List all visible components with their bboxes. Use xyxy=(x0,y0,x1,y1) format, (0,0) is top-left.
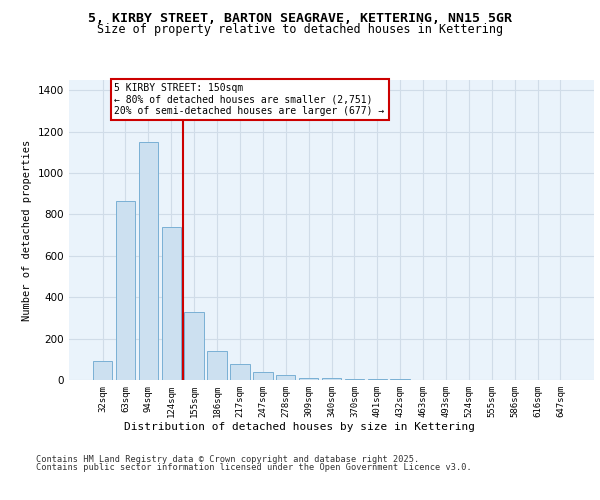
Bar xyxy=(208,351,227,380)
Bar xyxy=(322,378,341,380)
Bar xyxy=(253,372,272,380)
Bar xyxy=(299,378,319,380)
Bar xyxy=(230,364,250,380)
Text: Contains HM Land Registry data © Crown copyright and database right 2025.: Contains HM Land Registry data © Crown c… xyxy=(36,455,419,464)
Text: 5, KIRBY STREET, BARTON SEAGRAVE, KETTERING, NN15 5GR: 5, KIRBY STREET, BARTON SEAGRAVE, KETTER… xyxy=(88,12,512,26)
Bar xyxy=(93,361,112,380)
Text: 5 KIRBY STREET: 150sqm
← 80% of detached houses are smaller (2,751)
20% of semi-: 5 KIRBY STREET: 150sqm ← 80% of detached… xyxy=(115,83,385,116)
Text: Distribution of detached houses by size in Kettering: Distribution of detached houses by size … xyxy=(125,422,476,432)
Text: Size of property relative to detached houses in Kettering: Size of property relative to detached ho… xyxy=(97,22,503,36)
Y-axis label: Number of detached properties: Number of detached properties xyxy=(22,140,32,320)
Bar xyxy=(116,201,135,380)
Text: Contains public sector information licensed under the Open Government Licence v3: Contains public sector information licen… xyxy=(36,462,472,471)
Bar xyxy=(161,227,181,380)
Bar xyxy=(344,379,364,380)
Bar xyxy=(184,312,204,380)
Bar xyxy=(139,142,158,380)
Bar xyxy=(368,379,387,380)
Bar xyxy=(276,376,295,380)
